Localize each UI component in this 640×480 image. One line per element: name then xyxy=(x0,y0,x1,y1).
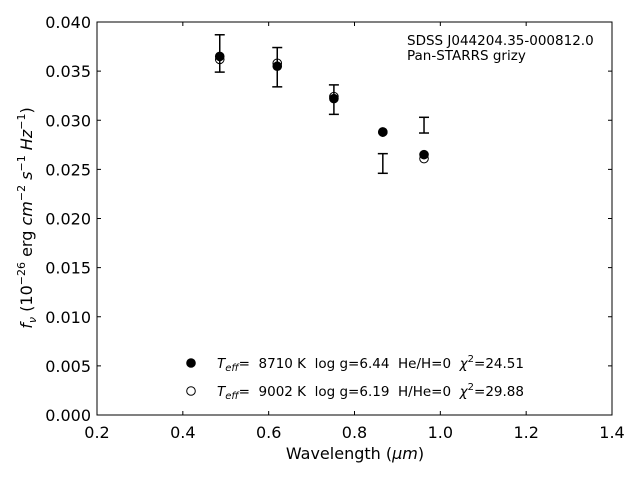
legend-marker-open xyxy=(186,386,196,396)
point-open xyxy=(419,153,429,164)
point-filled xyxy=(272,61,283,72)
point-open xyxy=(214,54,225,65)
y-tick-label: 0.020 xyxy=(45,210,91,229)
y-axis-label: fν (10−26 erg cm−2 s−1 Hz−1) xyxy=(15,107,39,328)
x-tick-label: 0.2 xyxy=(84,423,109,442)
legend-label-open: Teff= 9002 K log g=6.19 H/He=0 χ2=29.88 xyxy=(217,382,524,402)
plot-frame xyxy=(96,21,613,416)
legend-label-filled: Teff= 8710 K log g=6.44 He/H=0 χ2=24.51 xyxy=(217,354,524,374)
x-axis-label: Wavelength (μm) xyxy=(286,444,424,463)
x-tick-label: 0.6 xyxy=(256,423,281,442)
y-tick-label: 0.015 xyxy=(45,259,91,278)
y-tick-label: 0.040 xyxy=(45,13,91,32)
errorbar xyxy=(419,116,430,134)
model-series-filled xyxy=(214,51,429,160)
errorbar xyxy=(377,152,388,175)
legend-marker-filled xyxy=(186,358,196,368)
object-name-annotation: SDSS J044204.35-000812.0 xyxy=(407,33,594,49)
y-tick-label: 0.035 xyxy=(45,62,91,81)
legend: Teff= 8710 K log g=6.44 He/H=0 χ2=24.51 … xyxy=(186,354,524,402)
observed-errorbars xyxy=(214,34,430,175)
x-tick-label: 0.4 xyxy=(170,423,195,442)
point-filled xyxy=(214,51,225,62)
x-tick-label: 1.2 xyxy=(513,423,538,442)
y-tick-label: 0.030 xyxy=(45,111,91,130)
y-tick-label: 0.025 xyxy=(45,160,91,179)
y-tick-label: 0.010 xyxy=(45,308,91,327)
point-open xyxy=(329,91,339,102)
x-tick-label: 1.4 xyxy=(599,423,624,442)
x-tick-label: 0.8 xyxy=(342,423,367,442)
point-open xyxy=(378,127,388,137)
y-tick-label: 0.000 xyxy=(45,406,91,425)
survey-annotation: Pan-STARRS grizy xyxy=(407,48,526,64)
x-tick-label: 1.0 xyxy=(428,423,453,442)
y-tick-label: 0.005 xyxy=(45,357,91,376)
model-series-open xyxy=(214,54,429,164)
tick-labels: 0.2 0.4 0.6 0.8 1.0 1.2 1.4 0.000 0.005 0.010 0.01… xyxy=(45,13,625,442)
point-open xyxy=(272,58,283,69)
